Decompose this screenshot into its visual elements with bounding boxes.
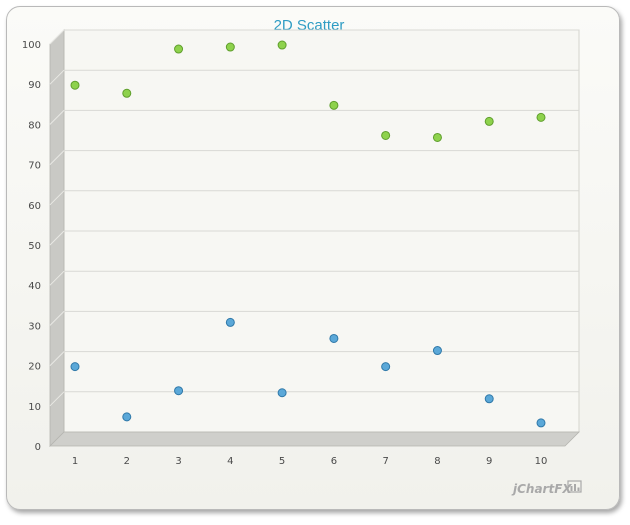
x-tick-label: 5 bbox=[279, 456, 285, 467]
data-point bbox=[484, 116, 494, 126]
y-tick-label: 60 bbox=[28, 201, 41, 212]
grid-line-wall bbox=[49, 311, 65, 326]
data-point bbox=[432, 132, 442, 142]
data-point bbox=[329, 333, 339, 343]
floor bbox=[49, 431, 580, 447]
data-point bbox=[432, 346, 442, 356]
grid-line-wall bbox=[49, 270, 65, 286]
chart-logo-icon bbox=[567, 480, 582, 493]
plot-area: 0 10 20 30 40 50 60 70 80 90 100 1 2 3 4 5 6 7 8 9 10 bbox=[22, 29, 580, 467]
x-tick-label: 3 bbox=[175, 456, 181, 467]
series-2 bbox=[70, 317, 546, 428]
y-tick-label: 80 bbox=[28, 120, 41, 131]
data-point bbox=[122, 88, 132, 98]
data-point bbox=[70, 362, 80, 372]
data-point bbox=[484, 394, 494, 404]
x-tick-label: 7 bbox=[382, 456, 388, 467]
grid-line-wall bbox=[49, 150, 65, 165]
series-1 bbox=[70, 40, 546, 142]
y-tick-label: 0 bbox=[35, 442, 41, 453]
x-tick-label: 2 bbox=[124, 456, 130, 467]
x-tick-label: 8 bbox=[434, 456, 440, 467]
data-point bbox=[225, 317, 235, 327]
x-tick-label: 1 bbox=[72, 456, 78, 467]
data-point bbox=[329, 100, 339, 110]
data-point bbox=[277, 40, 287, 50]
data-point bbox=[70, 80, 80, 90]
y-tick-label: 70 bbox=[28, 161, 41, 172]
y-tick-label: 100 bbox=[22, 40, 41, 51]
data-point bbox=[174, 44, 184, 54]
brand-logo: jChartFX bbox=[511, 480, 582, 496]
data-point bbox=[381, 362, 391, 372]
grid-line-wall bbox=[49, 69, 65, 85]
y-tick-label: 10 bbox=[28, 402, 41, 413]
grid-line-wall bbox=[49, 110, 65, 125]
data-point bbox=[536, 418, 546, 428]
x-tick-label: 4 bbox=[227, 456, 233, 467]
data-point bbox=[277, 388, 287, 398]
data-point bbox=[536, 112, 546, 122]
y-tick-label: 30 bbox=[28, 321, 41, 332]
y-tick-label: 90 bbox=[28, 80, 41, 91]
y-tick-label: 40 bbox=[28, 281, 41, 292]
data-point bbox=[174, 386, 184, 396]
y-tick-label: 20 bbox=[28, 362, 41, 373]
grid-line-wall bbox=[49, 29, 65, 45]
brand-label: jChartFX bbox=[511, 482, 572, 496]
grid-line-wall bbox=[49, 190, 65, 206]
grid-line-wall bbox=[49, 230, 65, 246]
x-tick-label: 9 bbox=[486, 456, 492, 467]
x-tick-label: 6 bbox=[331, 456, 337, 467]
grid-line-wall bbox=[49, 391, 65, 407]
data-point bbox=[381, 130, 391, 140]
y-tick-label: 50 bbox=[28, 241, 41, 252]
data-point bbox=[225, 42, 235, 52]
data-point bbox=[122, 412, 132, 422]
grid-line-wall bbox=[49, 351, 65, 366]
x-tick-label: 10 bbox=[535, 456, 548, 467]
